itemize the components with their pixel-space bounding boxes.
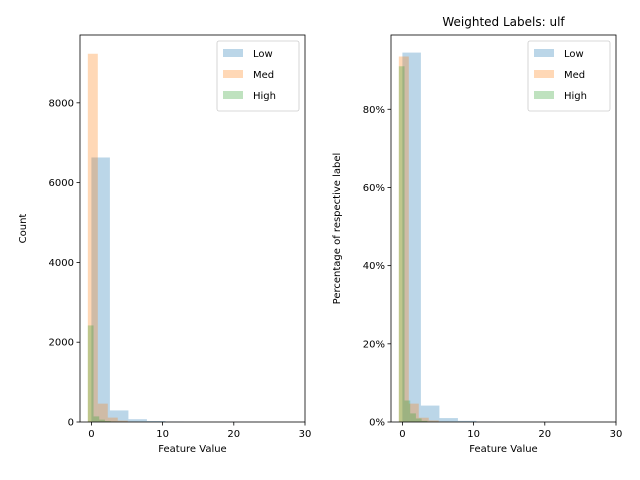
bar-low	[146, 421, 166, 422]
y-tick-label: 8000	[49, 98, 74, 109]
y-tick-label: 40%	[363, 261, 385, 272]
legend-label-low: Low	[253, 49, 273, 60]
bar-med	[87, 53, 98, 422]
legend: Low Med High	[216, 40, 300, 112]
histogram-bars	[87, 53, 258, 423]
chart-title: Weighted Labels: ulf	[442, 15, 565, 29]
x-tick-label: 20	[227, 429, 240, 440]
x-tick-label: 10	[156, 429, 169, 440]
bar-high	[99, 419, 105, 422]
bar-low	[91, 157, 110, 423]
bar-med	[398, 56, 409, 422]
legend: Low Med High	[527, 40, 611, 112]
bar-high	[415, 418, 422, 422]
legend-swatch-high	[223, 91, 243, 99]
legend-box	[216, 40, 300, 112]
y-axis-label: Percentage of respective label	[332, 153, 343, 305]
y-tick-label: 6000	[49, 178, 74, 189]
x-axis-label: Feature Value	[469, 444, 537, 455]
legend-label-med: Med	[564, 70, 585, 81]
legend-label-high: High	[253, 91, 276, 102]
legend-swatch-low	[534, 49, 554, 57]
y-tick-label: 60%	[363, 183, 385, 194]
legend-swatch-low	[223, 49, 243, 57]
y-tick-label: 2000	[49, 338, 74, 349]
legend-swatch-med	[534, 70, 554, 78]
x-tick-label: 0	[88, 429, 94, 440]
axes-frame	[79, 34, 306, 423]
x-tick-label: 0	[399, 429, 405, 440]
chart-panel-2: 0 10 20 30 0% 20% 40% 60% 80% Feature Value Percen…	[332, 15, 622, 455]
legend-box	[527, 40, 611, 112]
x-tick-label: 30	[610, 429, 623, 440]
bar-high	[410, 413, 416, 422]
histogram-bars	[398, 52, 569, 423]
bar-low	[128, 419, 147, 422]
bar-med	[418, 417, 429, 422]
legend-swatch-med	[223, 70, 243, 78]
bar-low	[439, 418, 458, 422]
bar-med	[107, 417, 118, 422]
bar-low	[402, 52, 421, 423]
bar-low	[109, 410, 129, 422]
y-axis-label: Count	[18, 214, 29, 244]
legend-label-low: Low	[564, 49, 584, 60]
x-tick-label: 30	[299, 429, 312, 440]
bar-med	[97, 403, 108, 422]
y-tick-label: 0	[68, 418, 74, 429]
chart-panel-1: 0 10 20 30 0 2000 4000 6000 8000 Feature Value Cou…	[18, 34, 312, 455]
bar-high	[421, 420, 428, 422]
bar-low	[457, 420, 477, 422]
legend-label-high: High	[564, 91, 587, 102]
y-tick-label: 20%	[363, 339, 385, 350]
x-axis-label: Feature Value	[158, 444, 226, 455]
y-tick-label: 0%	[369, 418, 385, 429]
bar-med	[117, 420, 128, 422]
bar-high	[87, 325, 94, 422]
bar-low	[420, 405, 440, 422]
bar-med	[428, 420, 439, 422]
x-tick-label: 20	[538, 429, 551, 440]
x-tick-label: 10	[467, 429, 480, 440]
bar-high	[93, 416, 100, 422]
bar-high	[398, 66, 405, 423]
bar-high	[104, 421, 111, 422]
legend-swatch-high	[534, 91, 554, 99]
legend-label-med: Med	[253, 70, 274, 81]
y-tick-label: 80%	[363, 105, 385, 116]
bar-med	[408, 403, 419, 422]
bar-high	[404, 400, 411, 422]
y-tick-label: 4000	[49, 258, 74, 269]
axes-frame	[390, 34, 617, 423]
